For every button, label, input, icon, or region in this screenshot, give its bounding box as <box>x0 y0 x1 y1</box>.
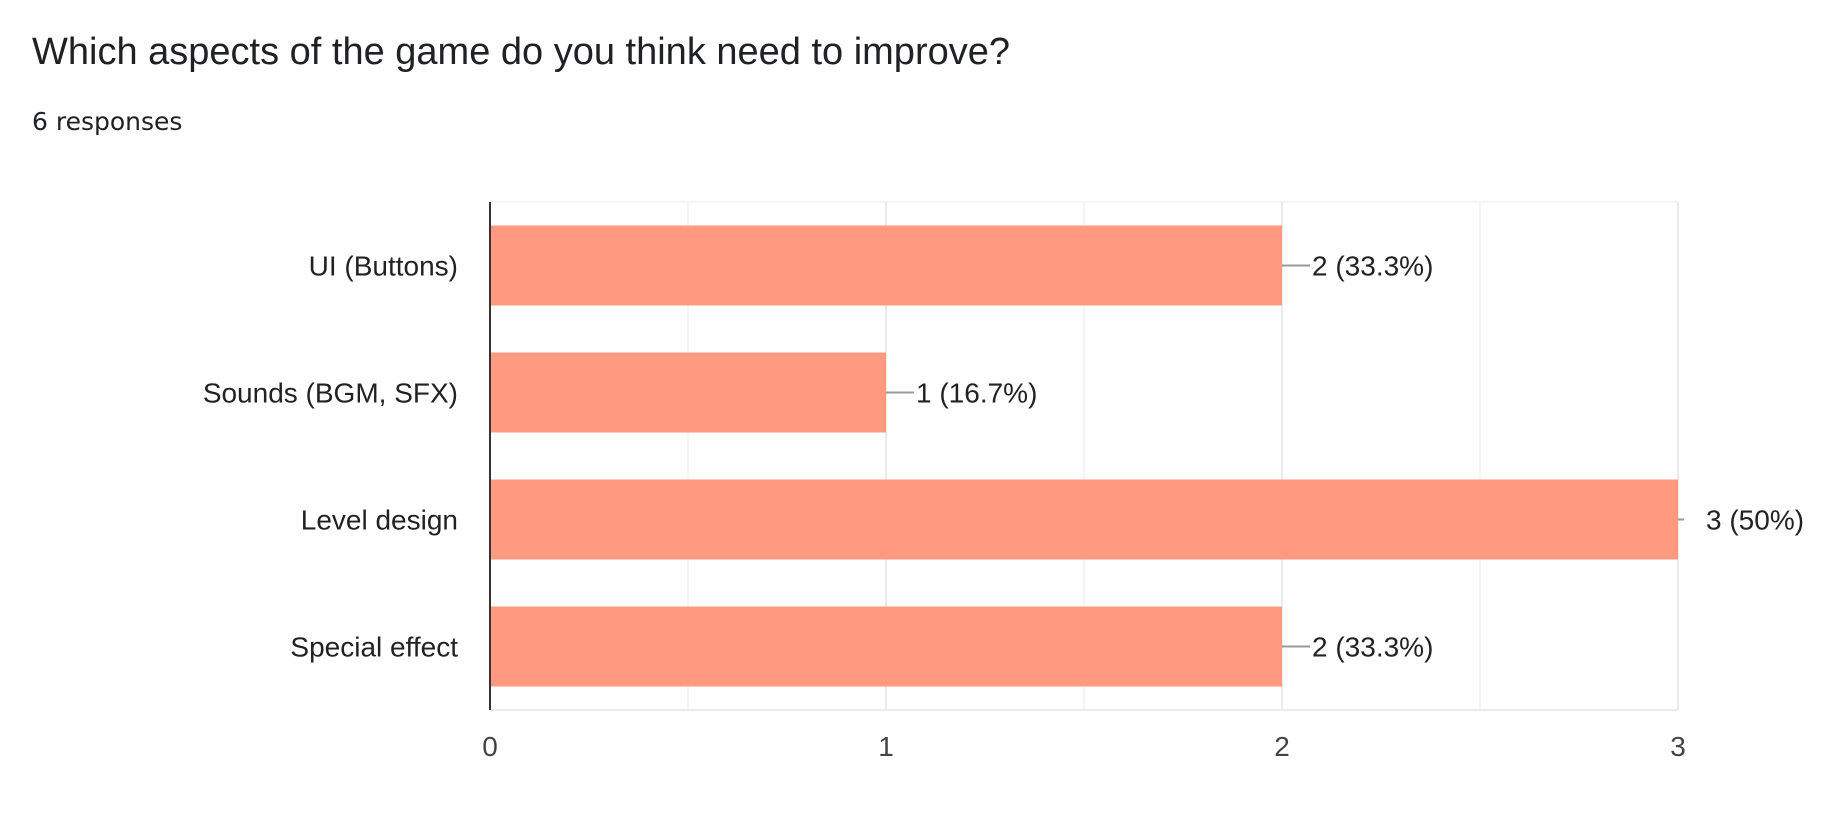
labels: UI (Buttons) 2 (33.3%) Sounds (BGM, SFX) 1 … <box>203 251 1804 663</box>
x-tick-label: 3 <box>1670 731 1686 762</box>
data-label: 2 (33.3%) <box>1312 632 1433 663</box>
bar[interactable] <box>490 479 1678 560</box>
response-count: 6 responses <box>32 107 183 136</box>
bars <box>490 225 1678 687</box>
category-label: Sounds (BGM, SFX) <box>203 378 458 409</box>
x-tick-label: 0 <box>482 731 498 762</box>
category-label: Level design <box>301 505 458 536</box>
question-title: Which aspects of the game do you think n… <box>32 31 1010 73</box>
bar[interactable] <box>490 606 1282 687</box>
data-label: 3 (50%) <box>1706 505 1804 536</box>
category-label: UI (Buttons) <box>309 251 458 282</box>
bar[interactable] <box>490 352 886 433</box>
axes: 0 1 2 3 <box>482 202 1686 762</box>
category-label: Special effect <box>290 632 458 663</box>
data-label: 1 (16.7%) <box>916 378 1037 409</box>
data-label: 2 (33.3%) <box>1312 251 1433 282</box>
bar[interactable] <box>490 225 1282 306</box>
x-tick-label: 1 <box>878 731 894 762</box>
x-tick-label: 2 <box>1274 731 1290 762</box>
